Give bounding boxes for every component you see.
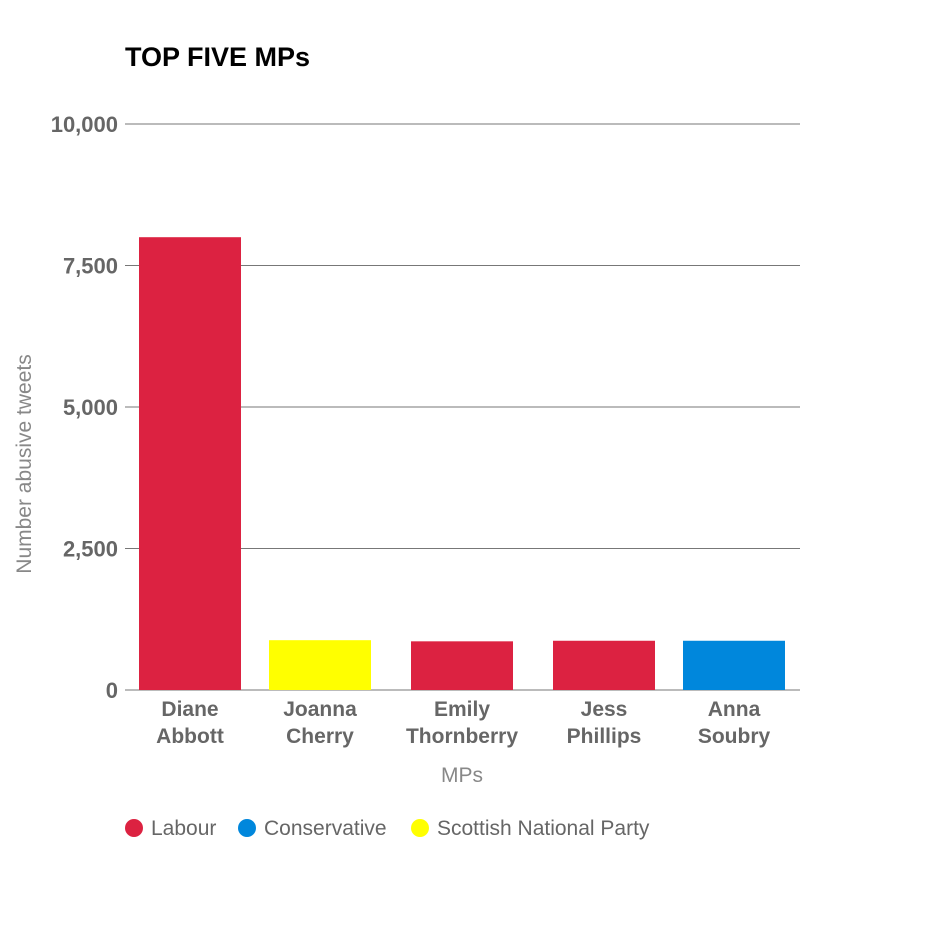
y-axis-label: Number abusive tweets <box>13 354 36 573</box>
y-tick-label: 7,500 <box>63 254 118 279</box>
x-axis-label: MPs <box>441 764 483 787</box>
x-tick-label-line1: Jess <box>581 698 628 721</box>
y-tick-label: 2,500 <box>63 537 118 562</box>
y-tick-label: 10,000 <box>51 112 118 137</box>
x-tick-label-line2: Phillips <box>567 725 642 748</box>
legend: Labour Conservative Scottish National Part… <box>125 817 650 840</box>
bar-diane-abbott <box>139 237 241 690</box>
chart-title: TOP FIVE MPs <box>125 42 310 72</box>
x-tick-label-line2: Cherry <box>286 725 354 748</box>
x-tick-label-line1: Joanna <box>283 698 357 721</box>
x-tick-label-line1: Diane <box>161 698 218 721</box>
legend-swatch-labour <box>125 819 143 837</box>
x-tick-label-line1: Anna <box>708 698 761 721</box>
legend-label: Labour <box>151 817 216 840</box>
bar-jess-phillips <box>553 640 655 690</box>
legend-label: Scottish National Party <box>437 817 650 840</box>
x-tick-label: Diane Abbott <box>156 698 224 748</box>
x-tick-label-line1: Emily <box>434 698 490 721</box>
y-tick-labels: 0 2,500 5,000 7,500 10,000 <box>51 112 118 703</box>
y-tick-label: 0 <box>106 678 118 703</box>
x-tick-label: Emily Thornberry <box>406 698 518 748</box>
x-tick-label-line2: Thornberry <box>406 725 518 748</box>
bar-joanna-cherry <box>269 640 371 690</box>
bar-emily-thornberry <box>411 641 513 690</box>
x-tick-labels: Diane Abbott Joanna Cherry Emily Thornberry Je… <box>156 698 770 748</box>
legend-swatch-scottish-national-party <box>411 819 429 837</box>
x-tick-label-line2: Abbott <box>156 725 224 748</box>
legend-label: Conservative <box>264 817 387 840</box>
x-tick-label-line2: Soubry <box>698 725 771 748</box>
bar-anna-soubry <box>683 640 785 690</box>
bars <box>139 237 785 690</box>
x-tick-label: Jess Phillips <box>567 698 642 748</box>
x-tick-label: Joanna Cherry <box>283 698 357 748</box>
x-tick-label: Anna Soubry <box>698 698 771 748</box>
legend-swatch-conservative <box>238 819 256 837</box>
y-tick-label: 5,000 <box>63 395 118 420</box>
